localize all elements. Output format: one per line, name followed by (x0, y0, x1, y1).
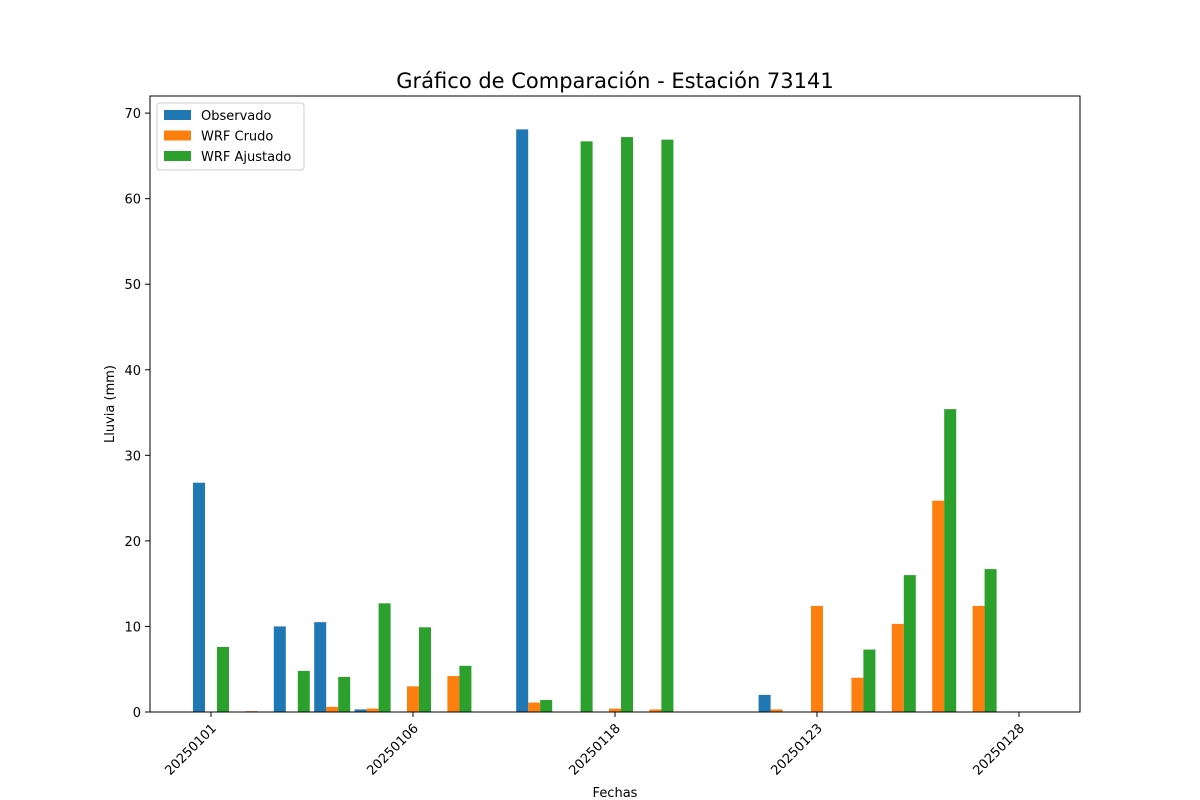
legend-label-observado: Observado (201, 109, 272, 124)
y-tick-label: 30 (124, 449, 141, 464)
y-axis: 0 10 20 30 40 50 60 70 (124, 107, 150, 721)
bar-wrf-crudo (811, 605, 823, 712)
bar-wrf-ajustado (580, 141, 593, 713)
x-tick-label: 20250101 (162, 721, 219, 778)
bar-wrf-ajustado (297, 670, 310, 712)
bar-wrf-crudo (609, 708, 621, 712)
bar-wrf-ajustado (863, 649, 876, 712)
y-tick-label: 0 (133, 706, 141, 721)
y-tick-label: 20 (124, 535, 141, 550)
legend-swatch-wrf-crudo (164, 130, 191, 141)
x-axis: 20250101 20250106 20250118 20250123 20250128 (162, 712, 1028, 779)
bar-wrf-crudo (326, 706, 339, 712)
bar-wrf-crudo (891, 623, 904, 712)
legend-swatch-observado (164, 110, 191, 120)
legend-label-wrf-crudo: WRF Crudo (201, 130, 273, 145)
bar-wrf-crudo (366, 708, 379, 712)
bar-wrf-crudo (528, 702, 541, 712)
bar-observado (193, 482, 205, 712)
legend: Observado WRF Crudo WRF Ajustado (156, 102, 305, 171)
bar-wrf-ajustado (378, 603, 391, 712)
bar-wrf-ajustado (984, 569, 997, 712)
y-tick-label: 50 (124, 278, 141, 293)
legend-swatch-wrf-ajustado (164, 151, 191, 161)
bar-wrf-ajustado (661, 139, 674, 712)
bar-observado (314, 622, 327, 712)
chart-title: Gráfico de Comparación - Estación 73141 (396, 69, 833, 93)
bar-wrf-crudo (932, 500, 945, 712)
x-tick-label: 20250123 (768, 721, 825, 778)
plot-area (193, 129, 997, 713)
y-tick-label: 10 (124, 620, 141, 635)
bar-observado (273, 626, 286, 712)
bar-wrf-ajustado (217, 646, 229, 712)
legend-box (156, 102, 305, 171)
bar-wrf-ajustado (459, 665, 472, 712)
bar-wrf-ajustado (903, 575, 916, 712)
bar-wrf-ajustado (621, 137, 633, 712)
bar-wrf-crudo (447, 676, 460, 712)
x-tick-label: 20250128 (970, 721, 1027, 778)
bar-wrf-crudo (770, 709, 783, 712)
x-tick-label: 20250118 (566, 721, 623, 778)
bar-wrf-crudo (407, 686, 419, 712)
bar-wrf-ajustado (540, 700, 553, 712)
bar-wrf-crudo (851, 677, 864, 712)
bar-wrf-ajustado (419, 627, 431, 712)
bar-observado (354, 709, 367, 712)
bar-observado (758, 694, 771, 712)
y-axis-title: Lluvia (mm) (103, 365, 118, 443)
bar-wrf-ajustado (944, 409, 957, 712)
y-tick-label: 70 (124, 107, 141, 122)
bar-wrf-crudo (972, 605, 985, 712)
bar-observado (516, 129, 529, 712)
legend-label-wrf-ajustado: WRF Ajustado (201, 150, 291, 165)
x-axis-title: Fechas (593, 786, 638, 800)
bar-wrf-ajustado (338, 676, 351, 712)
y-tick-label: 40 (124, 364, 141, 379)
bar-wrf-crudo (649, 709, 662, 712)
x-tick-label: 20250106 (364, 721, 421, 778)
y-tick-label: 60 (124, 193, 141, 208)
